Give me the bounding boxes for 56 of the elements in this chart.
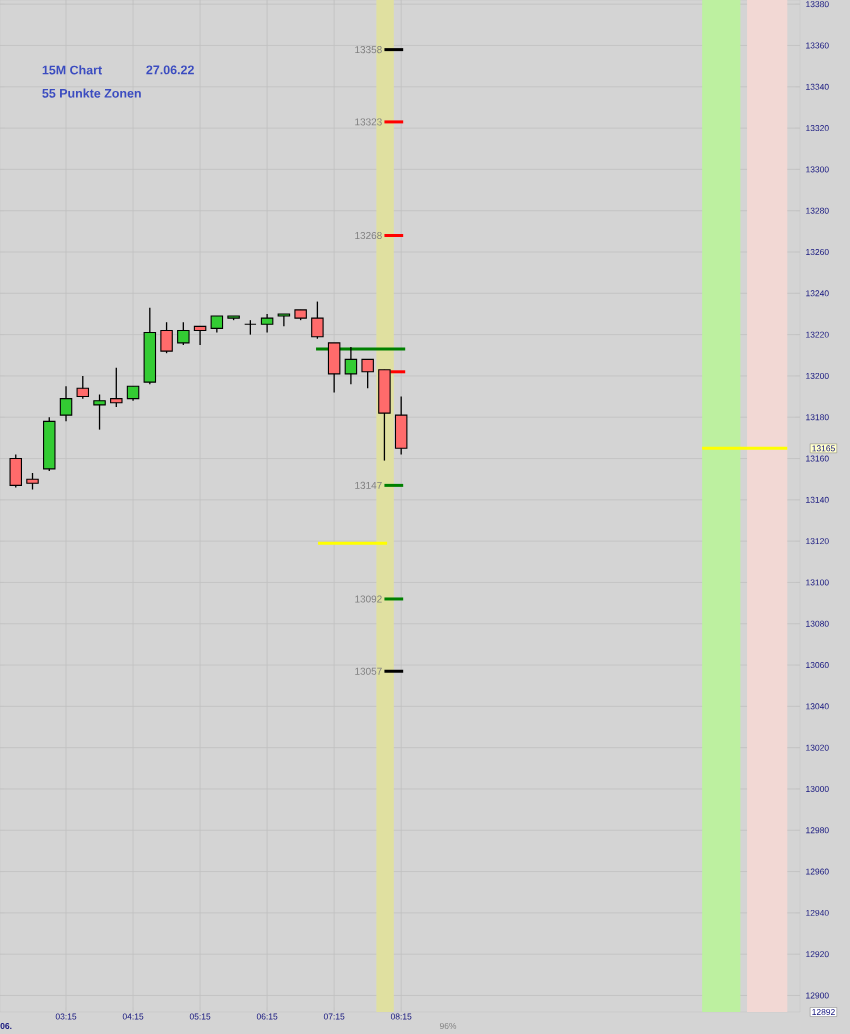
candlestick [260,313,274,334]
y-tick-label: 12980 [806,827,829,834]
y-tick-label: 13000 [806,785,829,792]
data-label: 13092 [355,595,382,603]
y-tick-label: 12960 [806,868,829,875]
data-label: 13358 [355,46,382,54]
y-tick-label: 13080 [806,620,829,627]
candlestick [76,375,90,400]
y-tick-label: 13200 [806,372,829,379]
y-tick-label: 13220 [806,331,829,338]
text: 12892 [812,1009,835,1015]
candlestick [160,321,173,354]
y-tick-label: 13020 [806,744,829,751]
annotation: 27.06.22 [146,65,194,75]
text: 13165 [812,445,835,452]
x-tick-label: 06:15 [256,1013,278,1020]
x-tick-label: 04:15 [122,1013,144,1020]
y-tick-label: 12920 [806,951,829,958]
y-tick-label: 13320 [806,125,829,132]
text: 96% [439,1023,457,1029]
y-tick-label: 13100 [806,579,829,586]
x-tick-label: 05:15 [189,1013,211,1020]
y-tick-label: 12900 [806,992,829,999]
x-tick-label: 03:15 [55,1013,77,1020]
candlestick [93,393,106,431]
y-tick-label: 13340 [806,83,829,90]
y-tick-label: 13060 [806,662,829,669]
y-tick-label: 13260 [806,249,829,256]
candlestick [59,385,73,423]
candlestick [277,313,291,328]
y-tick-label: 13180 [806,414,829,421]
candlestick [344,346,358,385]
x-tick-label: 08:15 [390,1013,412,1020]
x-tick-label: 07:15 [323,1013,345,1020]
y-tick-label: 13160 [806,455,829,462]
candlestick [361,358,374,389]
data-label: 13057 [355,667,382,675]
candlestick [110,367,123,408]
y-tick-label: 13380 [806,1,829,8]
text: 15M Chart [42,65,102,75]
y-tick-label: 13140 [806,496,829,503]
y-tick-label: 13280 [806,207,829,214]
data-label: 13268 [355,231,382,240]
data-label: 13323 [355,118,382,126]
data-label: 13147 [355,481,382,489]
y-tick-label: 13300 [806,166,829,173]
text: 55 Punkte Zonen [42,88,141,98]
y-tick-label: 12940 [806,909,829,916]
y-tick-label: 13040 [806,703,829,710]
candlestick [311,300,324,340]
y-tick-label: 13120 [806,538,829,545]
y-tick-label: 13360 [806,42,829,49]
y-tick-label: 13240 [806,290,829,297]
candlestick [177,321,190,346]
candlestick [193,325,207,346]
text: 06. [0,1023,12,1029]
